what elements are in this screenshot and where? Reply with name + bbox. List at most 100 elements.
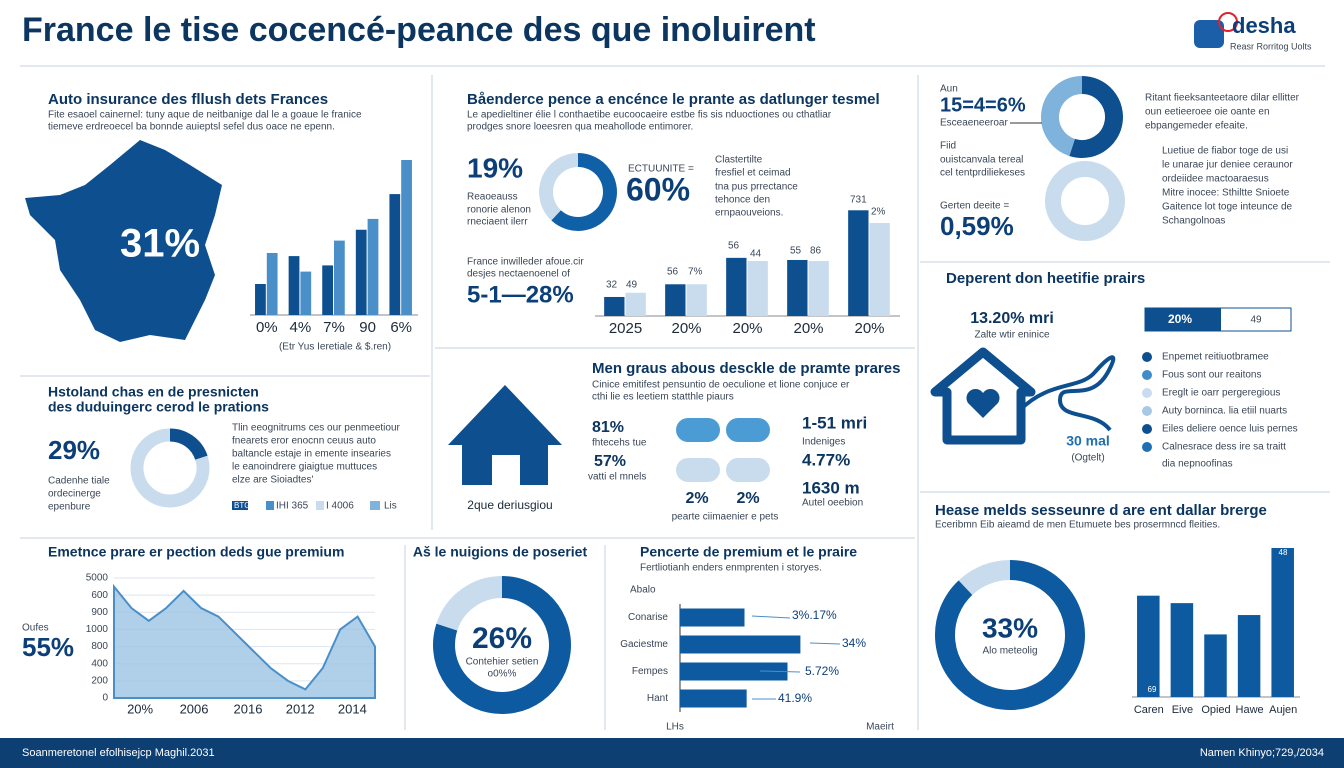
panel-text: cthi lie es leetiem statthle piaurs (592, 392, 734, 403)
stat: 2% (736, 490, 759, 507)
panel-text: elze are Sioiadtes' (232, 475, 313, 486)
bar-note: 7% (688, 267, 703, 278)
panel-title: des duduingerc cerod le prations (48, 399, 269, 415)
logo-ring (1218, 12, 1238, 32)
pointer (809, 642, 841, 645)
y-tick-label: 5000 (86, 573, 109, 584)
y-tick-label: Hant (647, 693, 668, 704)
bar (300, 271, 312, 315)
bar (680, 689, 747, 708)
panel-text: le eanoindrere giaigtue muttuces (232, 462, 377, 473)
x-tick-label: 20% (793, 320, 823, 337)
panel-title: Båenderce pence a encénce le prante as d… (467, 91, 880, 108)
pie-segment (1041, 76, 1083, 156)
legend-item: Eiles deliere oence luis pernes (1162, 424, 1298, 435)
x-tick-label: 4% (290, 319, 312, 336)
progress-label: 20% (1168, 312, 1192, 326)
list-item: Luetiue de fiabor toge de usi (1162, 146, 1288, 157)
pointer (759, 670, 801, 673)
bar-note: 44 (750, 249, 762, 260)
bar-note: 41.9% (778, 691, 812, 705)
stat-note: fresfiel et ceimad (715, 168, 791, 179)
y-tick-label: 900 (91, 607, 108, 618)
bar (726, 257, 747, 316)
stat-note: Autel oeebion (802, 498, 863, 509)
y-tick-label: 1000 (86, 624, 109, 635)
y-tick-label: Gaciestme (620, 639, 668, 650)
stat: 4.77% (802, 450, 850, 469)
bar (367, 218, 379, 315)
y-tick-label: 600 (91, 590, 108, 601)
panel-title: Hease melds sesseunre d are ent dallar b… (935, 502, 1267, 519)
legend-item: Enpemet reitiuotbramee (1162, 352, 1269, 363)
bar (1170, 603, 1194, 697)
x-tick-label: 20% (671, 320, 701, 337)
stat-label: Zalte wtir eninice (974, 330, 1049, 341)
panel-text: Fertliotianh enders enmprenten i storyes… (640, 563, 822, 574)
y-tick-label: 200 (91, 675, 108, 686)
bar-note: 48 (1279, 548, 1288, 557)
stat-label: Contehier setien (466, 657, 539, 668)
stat-label: Oufes (22, 623, 49, 634)
stat-note: rneciaent ilerr (467, 217, 528, 228)
pie-segment (130, 428, 210, 508)
stat: 60% (626, 171, 690, 207)
legend-item: BTG (234, 501, 250, 510)
bar (808, 261, 829, 316)
stat-note: Fiid (940, 141, 956, 152)
panel-text: Fite esaoel cainernel: tuny aque de neit… (48, 110, 362, 121)
stat-note: Reaoeauss (467, 192, 518, 203)
bar-note: 32 (606, 280, 618, 291)
bar (1204, 634, 1227, 697)
bar-note: 2% (871, 207, 886, 218)
bar (665, 284, 686, 316)
stat-note: cel tentprdiliekeses (940, 168, 1025, 179)
panel-text: Eceribmn Eib aieamd de men Etumuete bes … (935, 520, 1220, 531)
page-title: France le tise cocencé-peance des que in… (22, 11, 816, 49)
bar-note: 3%.17% (792, 608, 837, 622)
stat-note: ronorie alenon (467, 205, 531, 216)
bar (625, 292, 646, 316)
bar (389, 194, 401, 315)
panel-title: Hstoland chas en de presnicten (48, 384, 259, 400)
stat: 15=4=6% (940, 94, 1026, 116)
legend-item: Lis (384, 501, 397, 512)
bar (680, 635, 801, 654)
x-tick-label: 90 (359, 319, 376, 336)
panel-title: Men graus abous desckle de pramte prares (592, 360, 900, 377)
y-tick-label: Conarise (628, 612, 668, 623)
x-tick-label: 6% (390, 319, 412, 336)
y-tick-label: 800 (91, 641, 108, 652)
pill-icon (726, 418, 770, 442)
stat-note: ordecinerge (48, 489, 101, 500)
stat-note: epenbure (48, 502, 91, 513)
bar (604, 296, 625, 316)
pie-segment (1069, 76, 1123, 158)
panel-title: Emetnce prare er pection deds gue premiu… (48, 544, 344, 560)
panel-text: baltancle estaje in emente insearies (232, 449, 391, 460)
panel-text: prodges snore loeesren qua meahollode en… (467, 122, 693, 133)
legend-item: I 4006 (326, 501, 354, 512)
stat: 30 mal (1066, 433, 1110, 449)
legend-dot (1142, 388, 1152, 398)
axis-label: Maeirt (866, 722, 894, 733)
area (113, 583, 376, 699)
panel-text: Cinice emitifest pensuntio de oeculione … (592, 380, 850, 391)
legend-item: dia nepnoofinas (1162, 459, 1233, 470)
stat-label: Gerten deeite = (940, 201, 1009, 212)
stat-note: vatti el mnels (588, 472, 646, 483)
pie-segment (169, 428, 208, 461)
panel-text: tiemeve erdreoecel ba bonnde auieptsl se… (48, 122, 335, 133)
legend-swatch (232, 501, 248, 510)
axis-label: Abalo (630, 585, 656, 596)
legend-dot (1142, 370, 1152, 380)
stat: 57% (594, 453, 626, 470)
x-tick-label: 20% (127, 701, 153, 716)
bar (869, 222, 890, 316)
map-value: 31% (120, 222, 200, 266)
stat: 1-51 mri (802, 413, 867, 432)
bar-note: 49 (626, 280, 638, 291)
bar-note: 5.72% (805, 664, 839, 678)
legend-dot (1142, 352, 1152, 362)
